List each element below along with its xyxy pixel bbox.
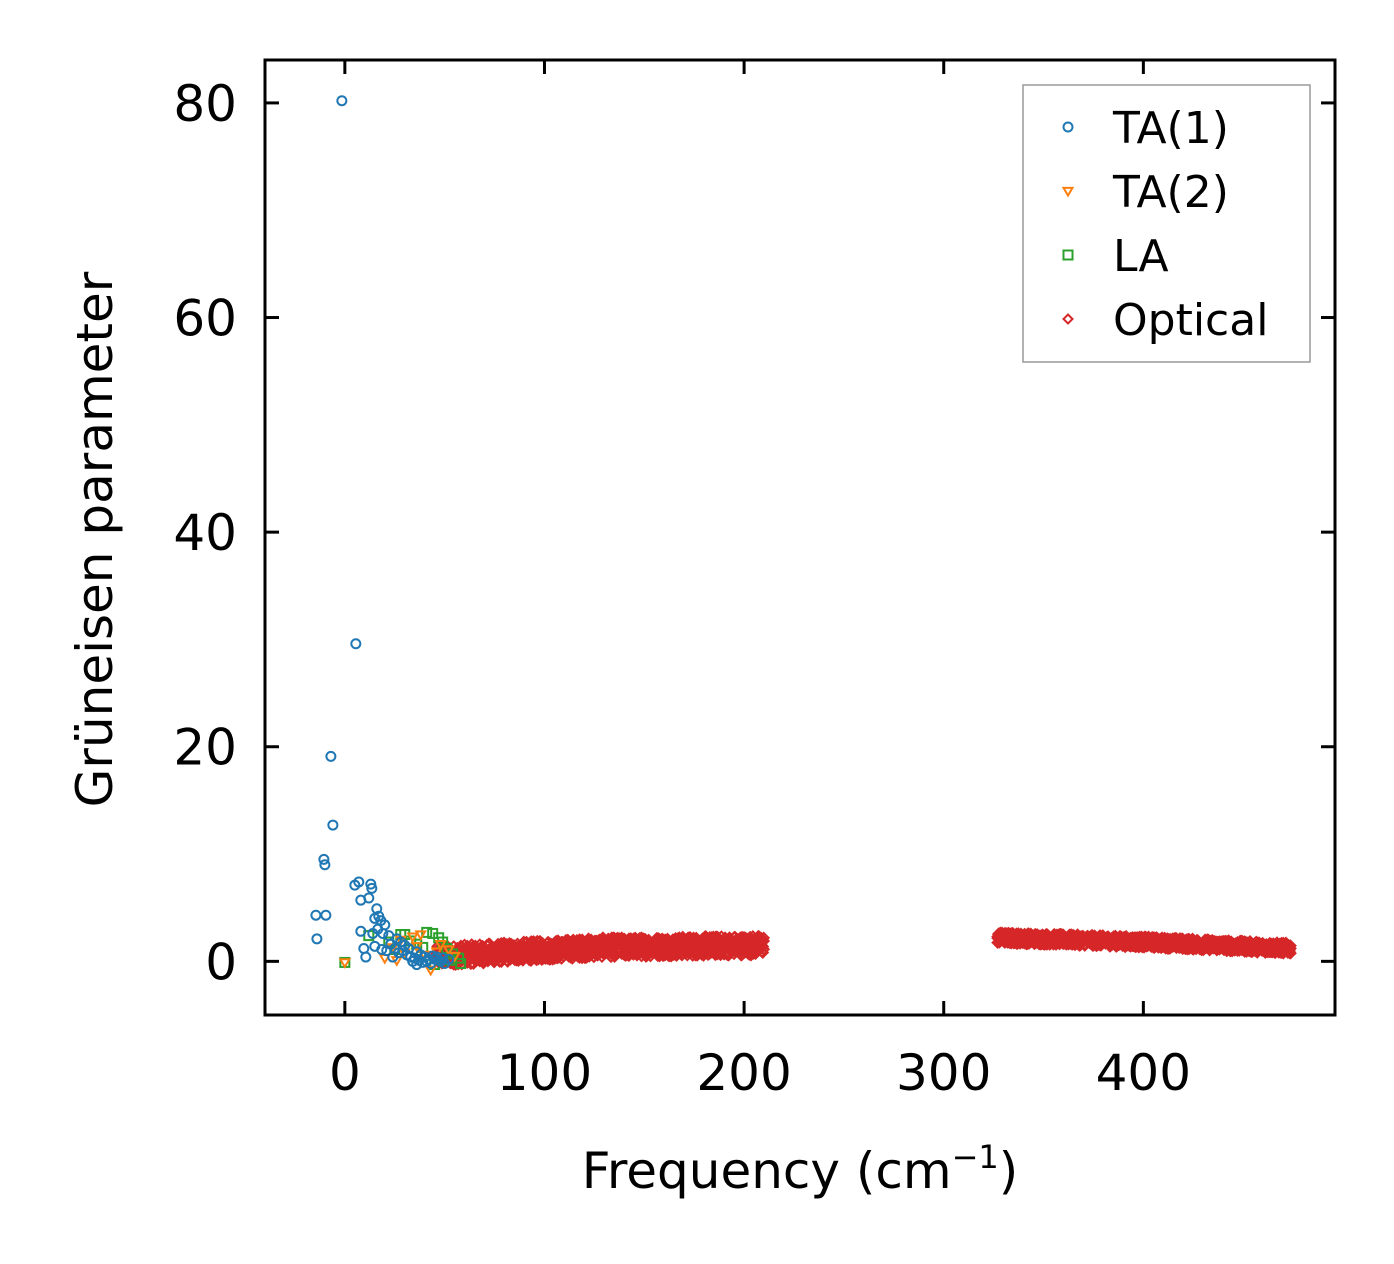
- y-tick-label: 60: [173, 290, 237, 348]
- y-tick-label: 0: [205, 933, 237, 991]
- x-axis-label-close: ): [999, 1142, 1019, 1200]
- ta-1-point: [367, 927, 379, 939]
- legend-item-la-marker: [1062, 249, 1074, 261]
- legend-item-la: LA: [1062, 231, 1169, 282]
- optical-point: [1284, 939, 1297, 953]
- ta-1-point: [353, 876, 365, 888]
- ta-1-point: [360, 951, 372, 963]
- legend-item-ta-1-marker: [1062, 121, 1074, 133]
- ta-2-point: [424, 965, 437, 977]
- ta-1-point: [366, 882, 378, 894]
- ta-1-point: [311, 933, 323, 945]
- ta-1-point: [336, 95, 348, 107]
- ta-1-point: [371, 903, 383, 915]
- axis-ticks: 0 100 200 300 400 0 20 40 60 80: [173, 60, 1335, 1102]
- ta-1-point: [320, 909, 332, 921]
- y-axis-label: Grüneisen parameter: [66, 271, 124, 807]
- legend-item-ta-1-label: TA(1): [1112, 103, 1229, 154]
- ta-1-point: [350, 638, 362, 650]
- legend-item-ta-2-label: TA(2): [1112, 167, 1229, 218]
- ta-1-point: [376, 944, 388, 956]
- optical-point: [536, 937, 550, 950]
- y-tick-label: 20: [173, 719, 237, 777]
- ta-1-point: [439, 957, 451, 969]
- ta-1-point: [363, 892, 375, 904]
- x-tick-label: 100: [497, 1044, 592, 1102]
- x-axis-label-main: Frequency (cm: [582, 1142, 952, 1200]
- ta-2-point: [406, 932, 419, 944]
- legend: TA(1) TA(2) LA Optical: [1022, 84, 1311, 363]
- ta-1-point: [310, 909, 322, 921]
- ta-2-point: [442, 945, 455, 957]
- optical-point: [1284, 941, 1297, 955]
- legend-item-ta-2-marker: [1061, 186, 1075, 198]
- axis-labels: Frequency (cm−1) Grüneisen parameter: [66, 271, 1018, 1200]
- ta-1-point: [355, 925, 367, 937]
- ta-1-point: [318, 853, 330, 865]
- plot-frame: [263, 58, 1337, 1017]
- ta-2-point: [434, 940, 447, 951]
- ta-2-point: [338, 958, 352, 969]
- legend-item-la-label: LA: [1113, 231, 1169, 282]
- legend-item-optical: Optical: [1062, 295, 1268, 346]
- ta-2-point: [414, 930, 427, 941]
- optical-point: [757, 942, 771, 956]
- ta-1-point: [365, 878, 377, 890]
- x-tick-label: 400: [1096, 1044, 1191, 1102]
- la-point: [421, 926, 433, 938]
- legend-item-optical-label: Optical: [1113, 295, 1268, 346]
- y-tick-label: 80: [173, 75, 237, 133]
- optical-point: [1284, 946, 1297, 960]
- ta-1-point: [319, 859, 331, 871]
- y-tick-label: 40: [173, 504, 237, 562]
- legend-item-optical-marker: [1062, 313, 1074, 325]
- legend-item-ta-2: TA(2): [1061, 167, 1229, 218]
- optical-point: [757, 931, 771, 945]
- ta-1-point: [358, 942, 370, 954]
- x-tick-label: 0: [329, 1044, 361, 1102]
- ta-1-point: [387, 951, 399, 963]
- ta-1-point: [411, 959, 423, 971]
- x-axis-label: Frequency (cm−1): [582, 1138, 1019, 1200]
- legend-item-ta-1: TA(1): [1062, 103, 1229, 154]
- ta-1-point: [325, 750, 337, 762]
- ta1-series-markers: [310, 95, 455, 971]
- ta-1-point: [327, 819, 339, 831]
- optical-series-markers: [430, 926, 1297, 971]
- x-tick-label: 300: [896, 1044, 991, 1102]
- x-axis-label-superscript: −1: [952, 1138, 999, 1176]
- x-tick-label: 200: [696, 1044, 791, 1102]
